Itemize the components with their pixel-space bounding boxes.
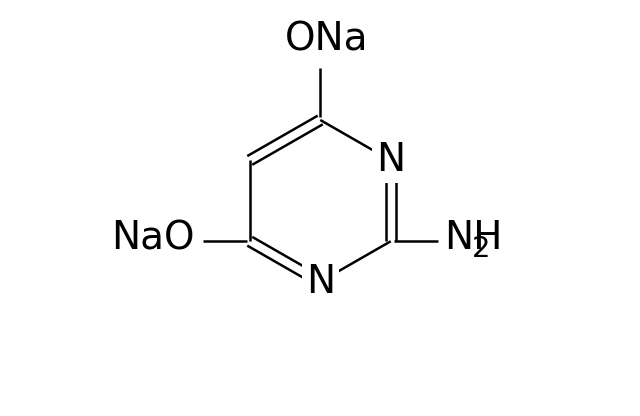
Text: NH: NH [444, 219, 502, 257]
Text: NaO: NaO [111, 220, 195, 258]
Text: N: N [306, 262, 335, 301]
Text: N: N [376, 141, 405, 179]
Text: ONa: ONa [285, 20, 368, 58]
Text: 2: 2 [472, 235, 490, 263]
